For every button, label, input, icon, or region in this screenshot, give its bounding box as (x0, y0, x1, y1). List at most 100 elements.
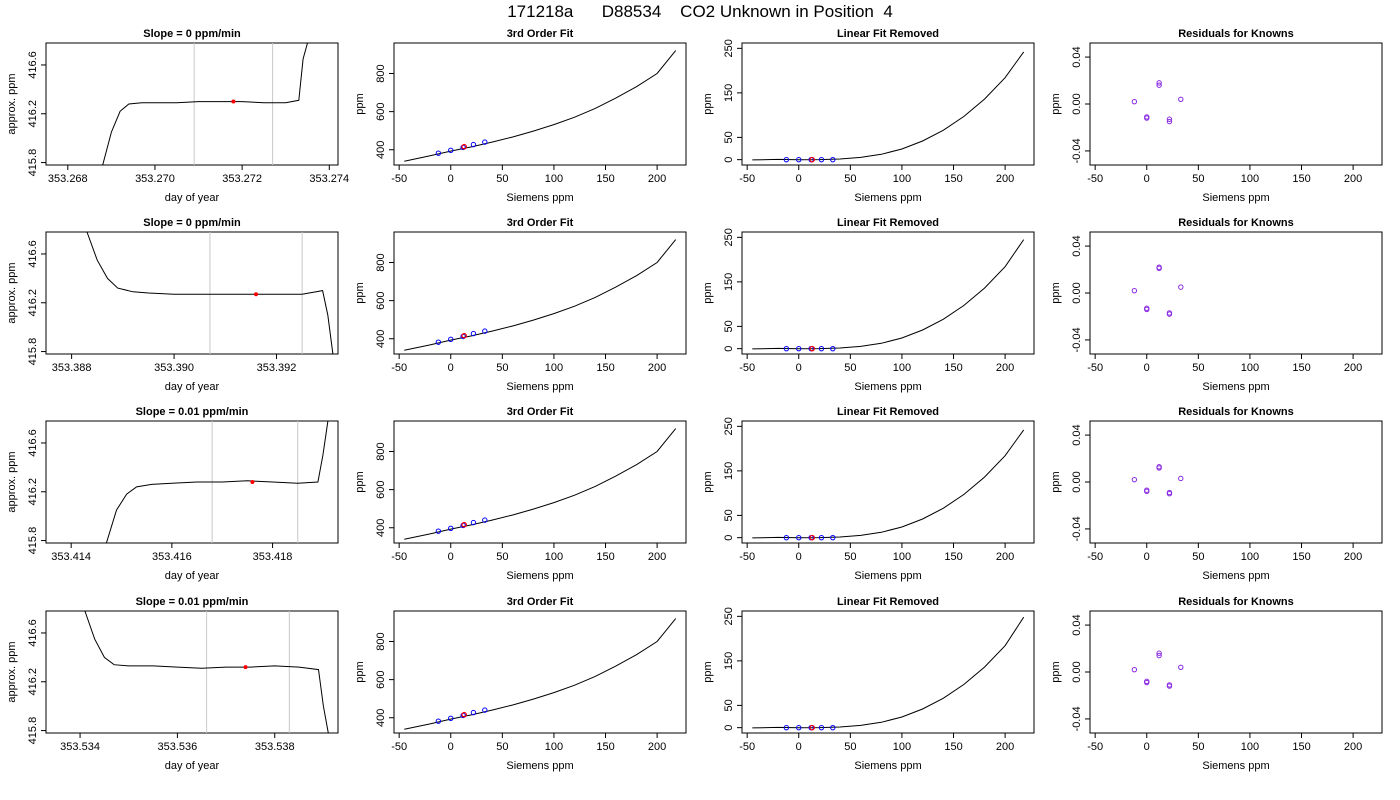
residual-point (1131, 98, 1138, 105)
x-tick-label: 100 (545, 362, 563, 374)
residual-point (1131, 476, 1138, 483)
chart-panel: Residuals for Knowns -50 0 50 100 150 200 -0.04… (1050, 596, 1383, 772)
x-axis-label: Siemens ppm (854, 760, 921, 772)
x-tick-label: 150 (944, 173, 962, 185)
known-point (448, 525, 454, 532)
chart-title: Residuals for Knowns (1178, 28, 1294, 40)
known-point (435, 528, 442, 534)
y-tick-label: 400 (375, 330, 387, 348)
x-tick-label: -50 (391, 741, 407, 753)
x-tick-label: 353.390 (154, 362, 194, 374)
plot-frame (393, 42, 687, 166)
series-line (752, 51, 1025, 161)
unknown-point (809, 345, 815, 352)
chart-title: Linear Fit Removed (837, 596, 939, 608)
chart-title: 3rd Order Fit (507, 406, 574, 418)
x-axis-label: Siemens ppm (506, 381, 573, 393)
residual-point (1144, 306, 1150, 313)
y-axis-label: ppm (702, 93, 714, 114)
x-tick-label: 353.270 (135, 173, 175, 185)
known-point (818, 724, 825, 731)
x-tick-label: 50 (496, 362, 508, 374)
y-axis-label: ppm (702, 661, 714, 682)
x-tick-label: -50 (739, 551, 755, 563)
residual-point (1156, 652, 1162, 659)
y-tick-label: 0.00 (1071, 93, 1083, 114)
y-axis-label: ppm (702, 282, 714, 303)
known-point (783, 345, 790, 352)
residual-point (1178, 664, 1184, 671)
known-point (818, 534, 825, 541)
x-tick-label: 200 (648, 362, 666, 374)
chart-panel: Linear Fit Removed -50 0 50 100 150 200 0 50 150 2… (702, 406, 1035, 582)
unknown-point (809, 156, 815, 163)
chart-title: Slope = 0 ppm/min (143, 217, 241, 229)
y-tick-label: 416.6 (27, 240, 39, 268)
x-tick-label: 50 (844, 551, 856, 563)
x-tick-label: 50 (844, 362, 856, 374)
x-tick-label: 100 (545, 551, 563, 563)
known-point (470, 330, 477, 337)
x-axis-label: Siemens ppm (854, 381, 921, 393)
x-tick-label: -50 (1087, 362, 1103, 374)
chart-panel: Slope = 0 ppm/min 353.268 353.270 353.272 35… (6, 28, 349, 204)
y-tick-label: 415.8 (27, 149, 39, 177)
x-tick-label: -50 (1087, 741, 1103, 753)
x-axis-label: day of year (165, 760, 220, 772)
x-tick-label: 100 (893, 362, 911, 374)
series-line (105, 420, 329, 544)
y-tick-label: 250 (723, 39, 735, 57)
residual-point (1131, 666, 1138, 673)
known-point (830, 345, 836, 352)
y-tick-label: -0.04 (1071, 706, 1083, 731)
residual-point (1178, 284, 1184, 290)
chart-panel: 3rd Order Fit -50 0 50 100 150 200 400 600 800 Sie… (354, 28, 687, 204)
plot-frame (393, 231, 687, 355)
unknown-point (461, 521, 467, 528)
y-axis-label: ppm (1050, 282, 1062, 303)
known-point (482, 707, 488, 713)
y-tick-label: 600 (375, 670, 387, 688)
known-point (783, 724, 790, 731)
x-tick-label: 200 (1344, 173, 1362, 185)
x-tick-label: 150 (596, 173, 614, 185)
y-axis-label: approx. ppm (6, 262, 18, 323)
chart-panel: 3rd Order Fit -50 0 50 100 150 200 400 600 800 Sie… (354, 217, 687, 393)
y-tick-label: -0.04 (1071, 327, 1083, 352)
x-tick-label: 50 (844, 173, 856, 185)
known-point (796, 534, 802, 541)
chart-title: Slope = 0.01 ppm/min (136, 596, 249, 608)
x-axis-label: day of year (165, 192, 220, 204)
chart-panel: Linear Fit Removed -50 0 50 100 150 200 0 50 150 2… (702, 596, 1035, 772)
y-tick-label: 416.2 (27, 289, 39, 317)
x-tick-label: 200 (648, 551, 666, 563)
y-tick-label: 800 (375, 442, 387, 460)
x-tick-label: 50 (1192, 362, 1204, 374)
x-tick-label: -50 (391, 362, 407, 374)
known-point (796, 345, 802, 352)
x-axis-label: Siemens ppm (1202, 760, 1269, 772)
unknown-point (461, 332, 467, 339)
x-axis-label: Siemens ppm (854, 570, 921, 582)
y-axis-label: approx. ppm (6, 73, 18, 134)
x-axis-label: Siemens ppm (854, 192, 921, 204)
x-tick-label: 150 (596, 551, 614, 563)
known-point (818, 156, 825, 163)
y-tick-label: 415.8 (27, 338, 39, 366)
x-tick-label: 353.274 (309, 173, 349, 185)
x-tick-label: 100 (893, 173, 911, 185)
known-point (482, 139, 488, 145)
plot-frame (741, 420, 1035, 544)
y-tick-label: 0 (723, 535, 735, 541)
x-tick-label: 100 (1241, 551, 1259, 563)
x-tick-label: 100 (545, 173, 563, 185)
series-line (404, 428, 677, 540)
y-tick-label: 0.04 (1071, 424, 1083, 445)
x-tick-label: 150 (944, 551, 962, 563)
residual-point (1156, 80, 1162, 86)
y-tick-label: 415.8 (27, 527, 39, 555)
chart-panel: Linear Fit Removed -50 0 50 100 150 200 0 50 150 2… (702, 28, 1035, 204)
x-tick-label: 200 (996, 741, 1014, 753)
unknown-marker (250, 480, 255, 484)
y-tick-label: 250 (723, 607, 735, 625)
